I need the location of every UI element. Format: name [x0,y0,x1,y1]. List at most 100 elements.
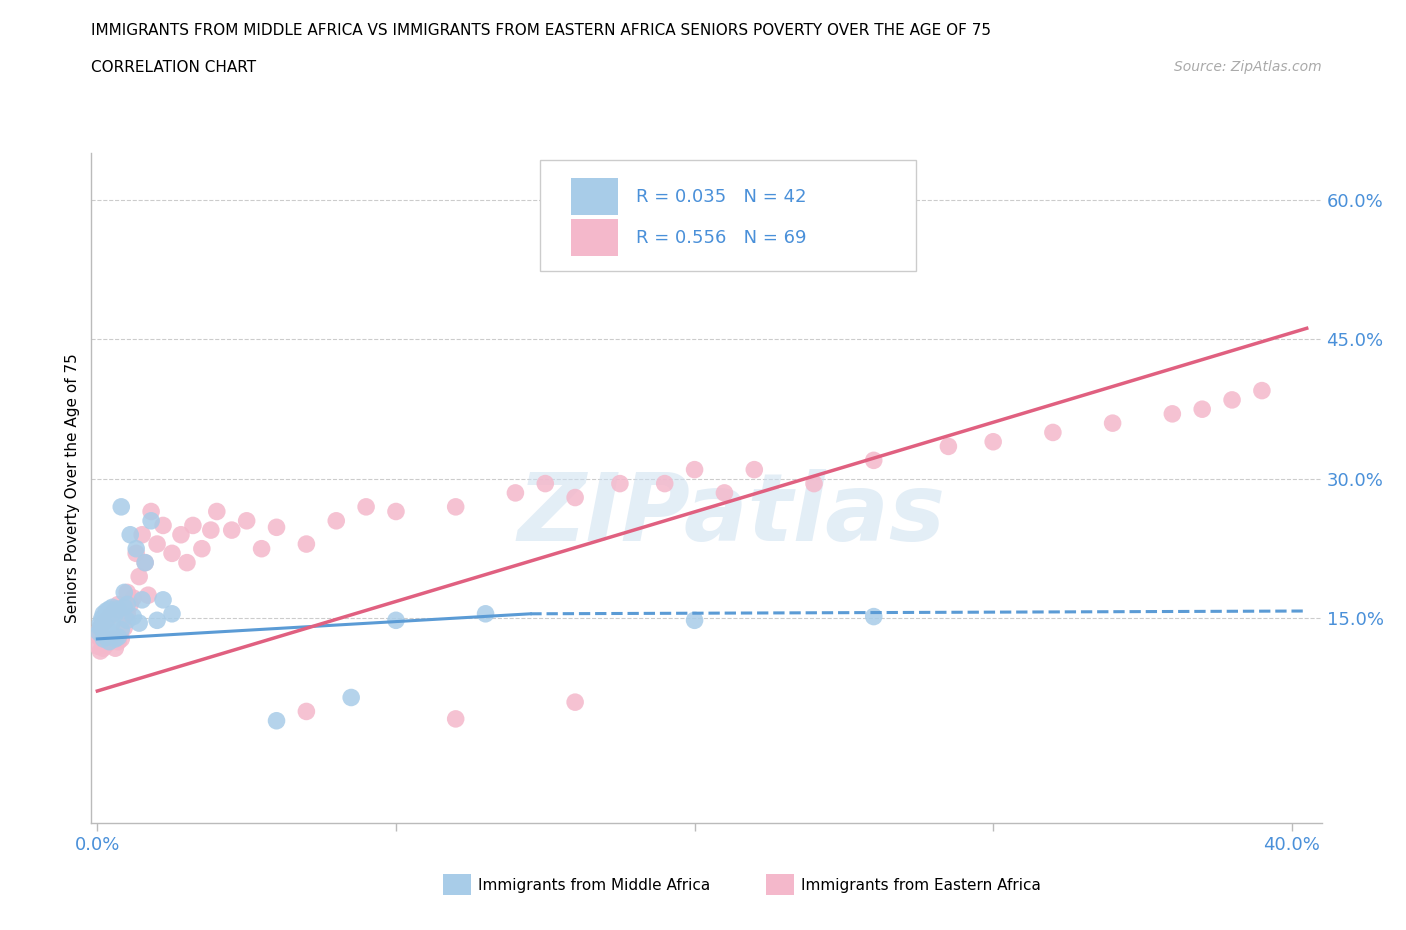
Point [101,600,124,615]
Point [200,523,222,538]
Point [134,555,156,570]
Point [91,606,114,621]
Point [444,499,467,514]
Point [325,513,347,528]
Point [87,630,110,644]
Point [505,485,527,500]
Point [107,602,129,617]
Point [98,634,121,649]
Point [96,613,118,628]
Point [91,641,114,656]
Point [96,637,118,652]
Point [152,592,174,607]
Point [128,569,150,584]
Point [120,527,142,542]
Point [191,541,214,556]
Point [110,622,132,637]
Text: ZIPatlas: ZIPatlas [517,469,945,561]
Point [354,499,377,514]
Point [89,644,111,658]
Point [564,695,586,710]
Point [340,690,363,705]
Point [122,591,145,605]
Point [115,613,138,628]
Point [110,602,132,617]
Point [564,490,586,505]
Point [89,616,111,631]
Point [96,618,118,633]
Point [128,616,150,631]
Point [474,606,496,621]
Point [654,476,676,491]
Point [87,639,110,654]
Point [385,504,408,519]
Point [107,630,129,644]
Point [112,620,135,635]
Point [91,631,114,646]
Point [803,476,825,491]
Point [266,520,288,535]
Point [104,631,127,646]
Bar [443,874,471,895]
Point [125,541,148,556]
FancyBboxPatch shape [571,219,617,256]
Point [862,609,884,624]
Bar [766,874,794,895]
Point [176,555,198,570]
Point [981,434,1004,449]
Point [1191,402,1213,417]
Point [112,600,135,615]
Point [104,602,127,617]
Point [98,634,121,649]
Point [295,704,318,719]
Point [90,634,112,649]
Point [146,537,169,551]
Point [250,541,273,556]
Point [91,616,114,631]
Point [713,485,735,500]
Point [115,585,138,600]
Point [110,631,132,646]
Point [1101,416,1123,431]
Point [134,555,156,570]
Point [104,606,127,621]
Point [534,476,557,491]
Point [609,476,631,491]
Point [131,592,153,607]
FancyBboxPatch shape [571,179,617,215]
Point [89,620,111,635]
Point [90,611,112,626]
Point [295,537,318,551]
Point [101,616,124,631]
Point [89,620,111,635]
Point [104,641,127,656]
Point [107,597,129,612]
Y-axis label: Seniors Poverty Over the Age of 75: Seniors Poverty Over the Age of 75 [65,353,80,623]
Text: Source: ZipAtlas.com: Source: ZipAtlas.com [1174,60,1322,74]
Text: R = 0.035   N = 42: R = 0.035 N = 42 [637,188,807,206]
Text: Immigrants from Eastern Africa: Immigrants from Eastern Africa [801,878,1042,893]
Point [101,628,124,643]
Text: Immigrants from Middle Africa: Immigrants from Middle Africa [478,878,710,893]
Point [205,504,228,519]
Point [1251,383,1274,398]
Point [862,453,884,468]
Point [938,439,960,454]
Point [112,585,135,600]
Point [139,513,162,528]
Point [91,622,114,637]
Point [107,634,129,649]
Point [98,625,121,640]
Text: CORRELATION CHART: CORRELATION CHART [91,60,256,75]
Point [170,527,193,542]
Point [683,462,706,477]
Point [1042,425,1064,440]
Point [110,499,132,514]
Point [444,711,467,726]
Point [181,518,204,533]
Point [152,518,174,533]
Point [125,546,148,561]
Point [122,609,145,624]
Point [131,527,153,542]
Point [146,613,169,628]
